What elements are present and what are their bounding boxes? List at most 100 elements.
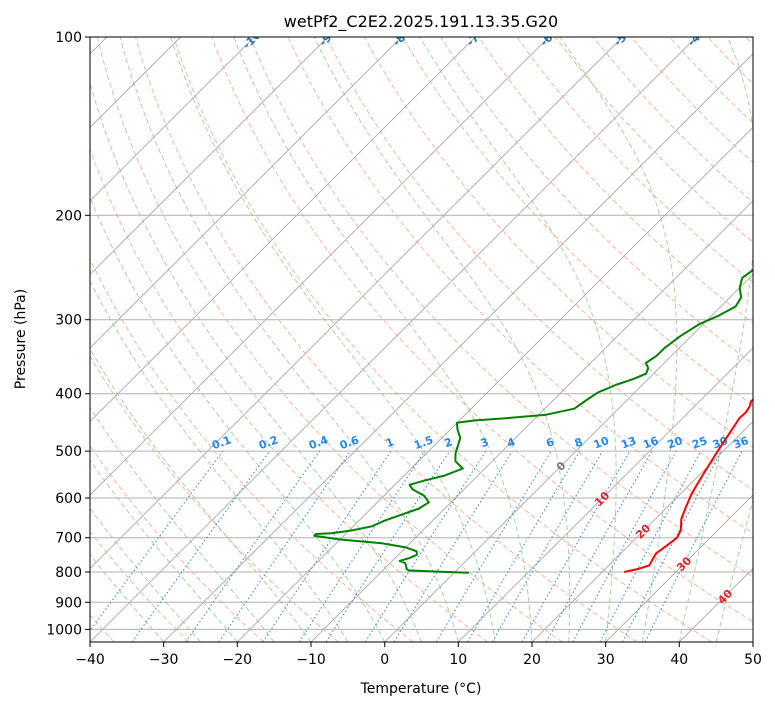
mixing-ratio-label: 0.4 <box>307 433 330 452</box>
axes: −40 −30 −20 −10 0 10 20 30 40 5010020030040050060… <box>46 30 762 668</box>
y-tick-label: 500 <box>55 444 82 460</box>
isotherm-label: -70 <box>464 25 487 48</box>
x-axis-label: Temperature (°C) <box>360 681 482 697</box>
moist-adiabat <box>715 498 753 642</box>
dry-adiabat <box>90 147 488 642</box>
y-axis-label: Pressure (hPa) <box>13 289 29 389</box>
x-tick-label: 10 <box>449 652 467 668</box>
isotherm-label: -40 <box>685 25 708 48</box>
mixing-ratio-line <box>545 450 653 642</box>
isotherm <box>90 37 329 276</box>
mixing-ratio-line <box>491 450 603 642</box>
mixing-ratio-label: 10 <box>592 434 611 452</box>
mixing-ratio-label: 1.5 <box>412 433 435 452</box>
y-tick-label: 900 <box>55 595 82 611</box>
dry-adiabat <box>134 37 638 642</box>
x-tick-label: 30 <box>597 652 615 668</box>
mixing-ratio-label: 16 <box>641 434 660 452</box>
isotherm <box>605 494 753 642</box>
mixing-ratio-line <box>185 450 321 642</box>
mixing-ratio-label: 1 <box>384 435 396 450</box>
isotherm <box>457 347 753 642</box>
mixing-ratio-line <box>393 450 513 642</box>
dry-adiabat <box>173 37 712 642</box>
mixing-ratio-label: 3 <box>479 435 491 450</box>
dry-adiabat <box>90 530 190 642</box>
plot-frame <box>89 36 754 643</box>
moist-adiabat <box>119 37 459 642</box>
mixing-ratio-label: 4 <box>505 435 517 450</box>
moist-adiabat <box>313 37 571 642</box>
isotherm <box>90 37 623 570</box>
mixing-ratio-line <box>521 450 631 642</box>
moist-adiabat <box>90 196 386 642</box>
temperature-profile <box>623 398 753 573</box>
dry-adiabat <box>90 258 414 642</box>
mixing-ratio-label: 6 <box>544 435 556 450</box>
sounding-profiles <box>313 268 753 574</box>
isotherm <box>90 37 550 496</box>
moist-adiabat <box>419 37 617 642</box>
x-tick-label: 40 <box>670 652 688 668</box>
dewpoint-profile <box>313 268 753 574</box>
moist-adiabat <box>559 37 678 642</box>
mixing-ratio-line <box>572 450 677 642</box>
isotherm-label: -80 <box>390 25 413 48</box>
y-tick-label: 700 <box>55 531 82 547</box>
dry-adiabat <box>592 37 753 203</box>
x-tick-label: 20 <box>523 652 541 668</box>
dry-adiabat <box>249 37 753 578</box>
mixing-ratio-line <box>131 450 271 642</box>
chart-title: wetPf2_C2E2.2025.191.13.35.G20 <box>284 12 558 32</box>
dry-adiabat <box>516 37 753 284</box>
dry-adiabat <box>96 37 563 642</box>
y-tick-label: 1000 <box>46 622 82 638</box>
mixing-ratio-line <box>218 450 351 642</box>
moist-adiabat <box>90 459 238 642</box>
isotherm <box>163 53 753 642</box>
mixing-ratio-label: 13 <box>619 434 638 451</box>
isotherm <box>90 37 697 642</box>
mixing-ratio-label: 20 <box>666 434 685 452</box>
y-tick-label: 300 <box>55 313 82 329</box>
mixing-ratio-label: 36 <box>732 434 751 452</box>
isotherm-label: -50 <box>611 25 634 48</box>
mixing-ratio-label: 0.1 <box>210 433 233 452</box>
isotherm <box>236 126 753 642</box>
y-tick-label: 100 <box>55 30 82 46</box>
mixing-ratio-label: 25 <box>690 434 709 451</box>
isotherm <box>90 37 476 423</box>
isotherm <box>531 420 753 642</box>
x-tick-label: 50 <box>744 652 762 668</box>
isotherm <box>90 37 255 202</box>
x-tick-label: −40 <box>75 652 105 668</box>
dry-adiabat <box>478 37 753 324</box>
moist-adiabat <box>90 406 275 642</box>
x-tick-label: 0 <box>380 652 389 668</box>
mixing-ratio-label: 0.2 <box>257 433 280 452</box>
mixing-ratio-label: 2 <box>443 435 455 450</box>
y-tick-label: 800 <box>55 565 82 581</box>
mixing-ratio-line <box>364 450 487 642</box>
x-tick-label: −10 <box>296 652 326 668</box>
mixing-ratio-line <box>325 450 451 642</box>
y-tick-label: 400 <box>55 387 82 403</box>
x-tick-label: −20 <box>223 652 253 668</box>
dry-adiabat <box>402 37 753 406</box>
moist-adiabat <box>678 37 753 642</box>
isotherm <box>90 37 402 349</box>
mixing-ratio-label: 8 <box>573 435 585 450</box>
isotherm <box>384 273 753 642</box>
y-tick-label: 600 <box>55 491 82 507</box>
isotherm <box>310 200 753 642</box>
dry-adiabat <box>211 37 753 623</box>
x-tick-label: −30 <box>149 652 179 668</box>
isotherm-label: -60 <box>538 25 561 48</box>
mixing-ratio-label: 0.6 <box>338 433 361 452</box>
mixing-ratio-line <box>435 450 552 642</box>
y-tick-label: 200 <box>55 208 82 224</box>
moist-adiabat <box>233 37 533 642</box>
